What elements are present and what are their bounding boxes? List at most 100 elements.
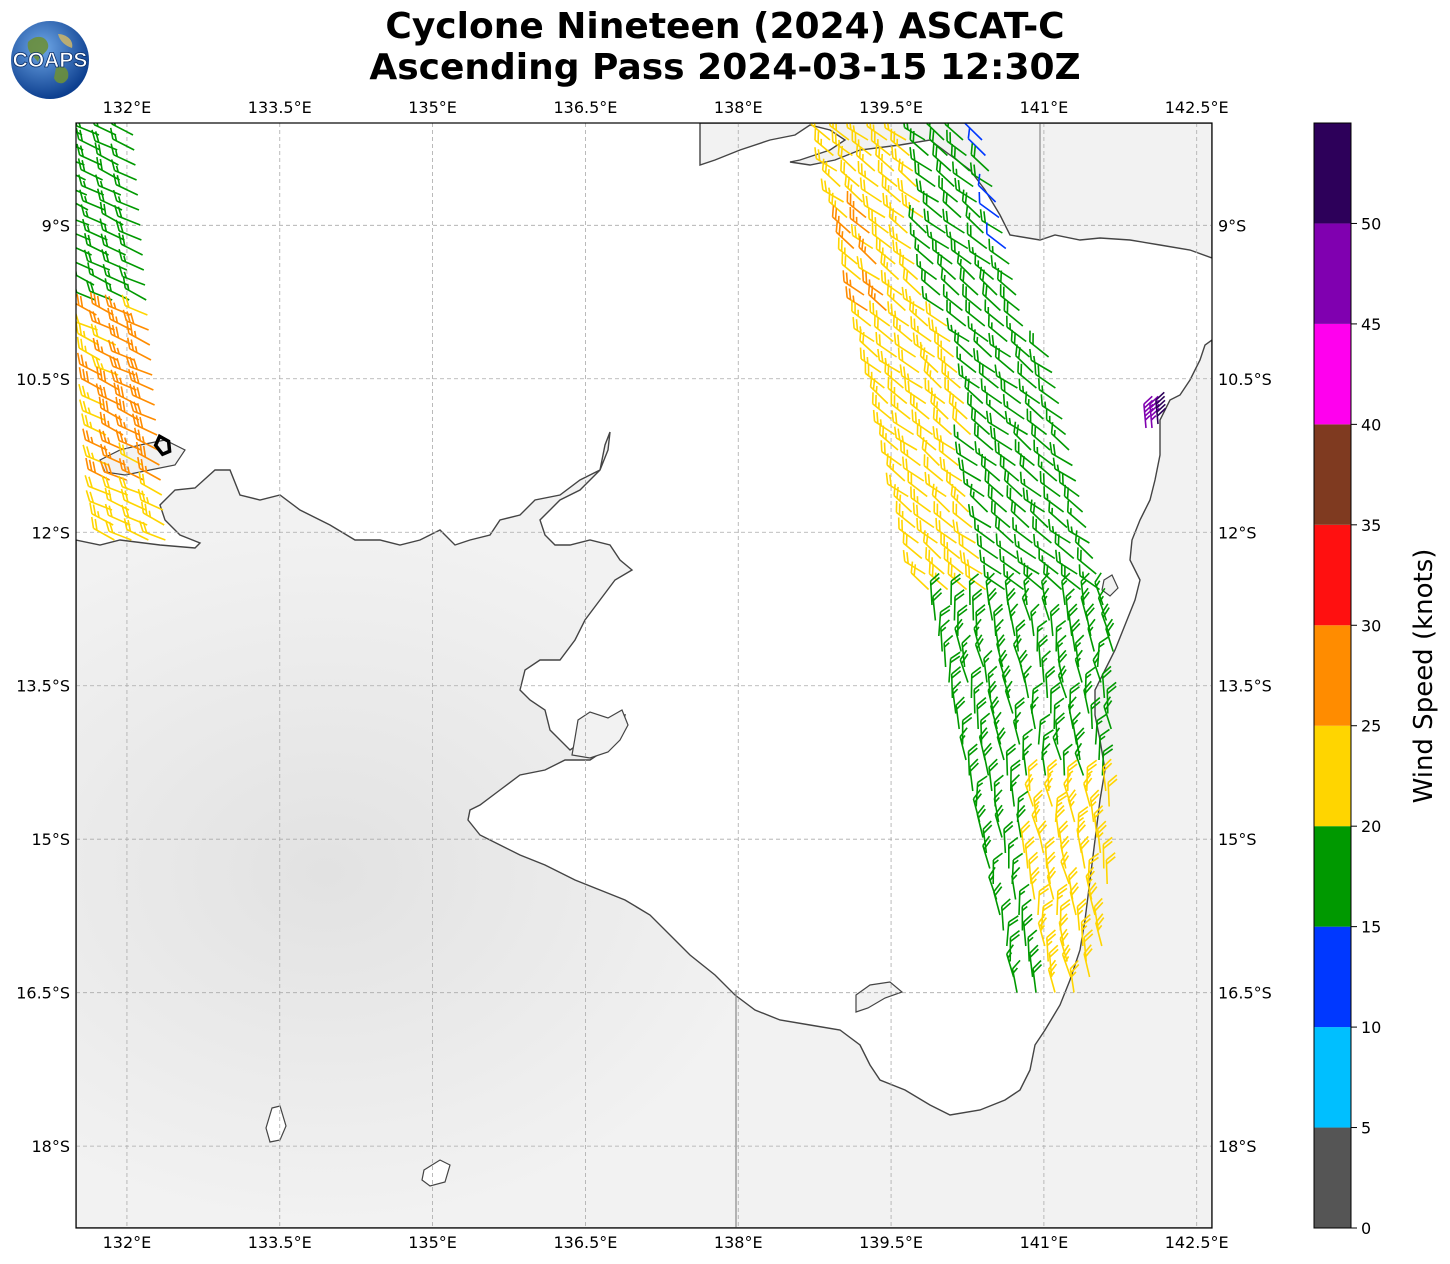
wind-barb-157 [828, 190, 848, 219]
wind-barb-6 [91, 129, 118, 151]
wind-barb-170 [908, 205, 927, 234]
wind-barb-341 [950, 483, 970, 513]
wind-barb-465 [951, 681, 962, 714]
wind-barb-351 [952, 501, 973, 529]
wind-barb-280 [909, 392, 930, 420]
wind-barb-230 [873, 314, 894, 343]
lat-tick-label-right-3: 13.5°S [1218, 677, 1272, 696]
wind-barb-329 [907, 470, 928, 498]
wind-barb-253 [956, 346, 977, 374]
wind-barb-358 [897, 517, 919, 544]
wind-barb-276 [1018, 378, 1041, 405]
wind-barb-81 [99, 411, 124, 436]
wind-barb-405 [1061, 572, 1071, 606]
wind-barb-71 [127, 368, 154, 391]
island-cape-york [1101, 574, 1119, 597]
wind-barb-150 [859, 177, 883, 203]
wind-barb-107 [140, 501, 165, 526]
lat-tick-label-left-6: 18°S [31, 1137, 70, 1156]
wind-barb-199 [956, 251, 976, 281]
new-guinea [699, 123, 1212, 259]
wind-barb-368 [902, 531, 923, 560]
colorbar-tick-label-2: 10 [1361, 1018, 1381, 1037]
wind-barb-27 [113, 204, 141, 226]
wind-barb-588 [1028, 944, 1039, 978]
wind-barb-342 [969, 483, 989, 513]
wind-barb-355 [1029, 499, 1049, 529]
wind-barb-121 [814, 128, 834, 157]
wind-barb-461 [1045, 665, 1056, 699]
wind-barb-487 [1037, 713, 1051, 745]
wind-barb-279 [890, 392, 911, 420]
wind-barb-103 [137, 488, 164, 511]
wind-barb-409 [953, 589, 965, 621]
wind-barb-518 [1024, 773, 1034, 807]
wind-barb-34 [100, 233, 126, 256]
wind-barb-169 [888, 205, 908, 234]
wind-barb-593 [1032, 960, 1043, 993]
wind-barb-314 [994, 440, 1016, 467]
wind-barb-89 [100, 443, 126, 466]
wind-barb-23 [112, 189, 140, 211]
lon-tick-label-top-3: 136.5°E [553, 98, 617, 117]
wind-barb-354 [1010, 499, 1030, 529]
wind-barb-292 [952, 406, 972, 436]
wind-barb-297 [1045, 408, 1067, 436]
wind-barb-66 [108, 355, 136, 376]
wind-barb-281 [930, 390, 949, 420]
colorbar-bin-9 [1314, 223, 1351, 324]
wind-barb-460 [1023, 665, 1032, 699]
wind-barb-498 [1098, 728, 1110, 761]
wind-barb-551 [992, 852, 1003, 885]
wind-barb-528 [1067, 789, 1077, 823]
wind-barb-28 [76, 229, 91, 241]
wind-barb-215 [921, 286, 944, 312]
wind-barb-413 [1021, 587, 1032, 621]
wind-barb-168 [867, 207, 889, 234]
wind-barb-288 [872, 409, 896, 436]
wind-barb-566 [1037, 883, 1050, 916]
wind-barb-137 [950, 143, 971, 172]
wind-barb-3 [108, 123, 134, 136]
wind-barb-448 [959, 649, 969, 683]
wind-barb-192 [988, 238, 1010, 265]
lon-tick-label-top-6: 141°E [1020, 98, 1069, 117]
wind-barb-262 [941, 361, 961, 389]
wind-barb-380 [943, 547, 964, 575]
wind-barb-75 [129, 383, 155, 406]
wind-barb-143 [897, 158, 917, 188]
wind-barb-145 [935, 158, 955, 188]
wind-barb-400 [968, 573, 980, 606]
wind-barb-321 [939, 456, 963, 482]
wind-barb-118 [925, 123, 945, 141]
wind-barb-338 [893, 484, 913, 513]
wind-barb-207 [940, 267, 960, 296]
wind-barb-183 [985, 222, 1007, 250]
wind-barb-521 [1083, 773, 1093, 807]
wind-barb-570 [1000, 898, 1012, 931]
wind-barbs [76, 123, 1167, 993]
wind-barb-324 [999, 454, 1020, 482]
wind-barb-522 [1107, 774, 1118, 807]
wind-barb-41 [87, 262, 112, 286]
wind-barb-128 [946, 129, 967, 157]
wind-barb-325 [1019, 453, 1039, 482]
wind-barb-347 [1063, 484, 1084, 513]
colorbar-bin-3 [1314, 826, 1351, 927]
wind-barb-187 [892, 239, 915, 265]
wind-barb-85 [98, 429, 125, 451]
wind-barb-538 [1003, 820, 1014, 854]
wind-barb-505 [1074, 742, 1085, 776]
lat-tick-label-left-2: 12°S [31, 523, 70, 542]
wind-barb-434 [1055, 620, 1067, 652]
wind-barb-98 [118, 475, 146, 496]
wind-barb-529 [1089, 789, 1100, 823]
wind-barb-437 [1105, 618, 1115, 652]
island-groote [571, 709, 629, 759]
wind-barb-144 [914, 161, 936, 188]
wind-barb-45 [85, 280, 113, 301]
wind-barb-184 [837, 237, 858, 265]
wind-barb-15 [110, 159, 137, 181]
wind-barb-398 [929, 572, 940, 606]
